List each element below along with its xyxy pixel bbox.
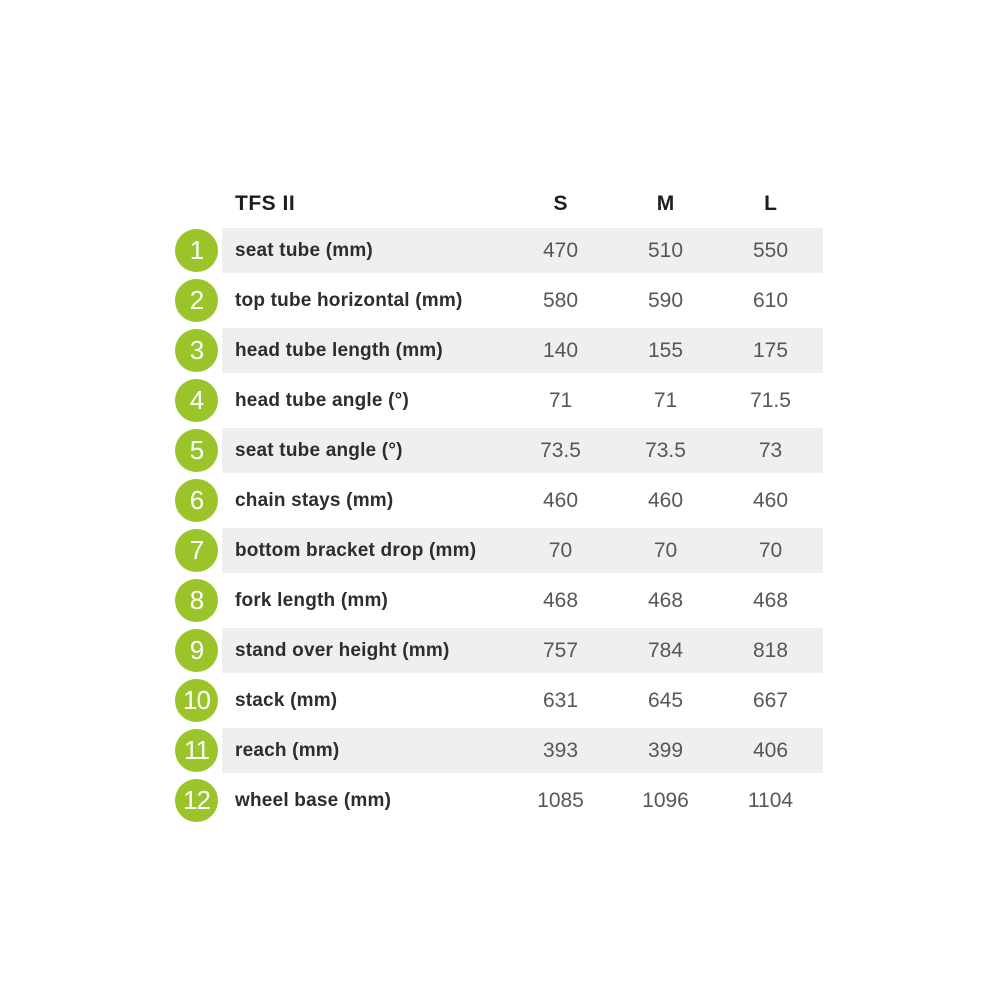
row-number-badge: 8 <box>175 579 218 622</box>
value-cell-m: 510 <box>647 238 684 262</box>
value-cell-s: 580 <box>542 288 579 312</box>
row-band: wheel base (mm) 1085 1096 1104 <box>222 778 823 823</box>
table-row: 8 fork length (mm) 468 468 468 <box>175 576 823 626</box>
value-cell-m: 460 <box>647 488 684 512</box>
table-row: 1 seat tube (mm) 470 510 550 <box>175 226 823 276</box>
row-number-badge: 12 <box>175 779 218 822</box>
value-cell-s: 1085 <box>537 788 584 812</box>
row-band: fork length (mm) 468 468 468 <box>222 578 823 623</box>
value-cell-s: 470 <box>542 238 579 262</box>
table-row: 5 seat tube angle (°) 73.5 73.5 73 <box>175 426 823 476</box>
row-label: stand over height (mm) <box>235 639 450 661</box>
value-cell-l: 70 <box>758 538 783 562</box>
value-cell-m: 399 <box>647 738 684 762</box>
row-label: head tube angle (°) <box>235 389 409 411</box>
table-row: 11 reach (mm) 393 399 406 <box>175 726 823 776</box>
value-cell-s: 73.5 <box>540 438 581 462</box>
row-label: bottom bracket drop (mm) <box>235 539 477 561</box>
table-row: 6 chain stays (mm) 460 460 460 <box>175 476 823 526</box>
row-number-badge: 6 <box>175 479 218 522</box>
value-cell-s: 468 <box>542 588 579 612</box>
value-cell-l: 73 <box>758 438 783 462</box>
value-cell-m: 784 <box>647 638 684 662</box>
value-cell-l: 550 <box>752 238 789 262</box>
value-cell-m: 590 <box>647 288 684 312</box>
table-row: 9 stand over height (mm) 757 784 818 <box>175 626 823 676</box>
column-header-s: S <box>553 192 568 215</box>
table-row: 12 wheel base (mm) 1085 1096 1104 <box>175 776 823 826</box>
row-number-badge: 5 <box>175 429 218 472</box>
table-header-row: TFS II S M L <box>175 182 823 226</box>
row-band: reach (mm) 393 399 406 <box>222 728 823 773</box>
value-cell-s: 71 <box>548 388 573 412</box>
row-label: seat tube angle (°) <box>235 439 403 461</box>
value-cell-s: 460 <box>542 488 579 512</box>
row-label: chain stays (mm) <box>235 489 394 511</box>
value-cell-l: 460 <box>752 488 789 512</box>
value-cell-l: 667 <box>752 688 789 712</box>
value-cell-m: 1096 <box>642 788 689 812</box>
geometry-table: TFS II S M L 1 seat tube (mm) 470 510 55… <box>175 182 823 826</box>
row-band: seat tube angle (°) 73.5 73.5 73 <box>222 428 823 473</box>
value-cell-l: 1104 <box>747 788 794 812</box>
row-band: top tube horizontal (mm) 580 590 610 <box>222 278 823 323</box>
table-row: 3 head tube length (mm) 140 155 175 <box>175 326 823 376</box>
value-cell-s: 393 <box>542 738 579 762</box>
row-number-badge: 3 <box>175 329 218 372</box>
value-cell-m: 468 <box>647 588 684 612</box>
value-cell-s: 631 <box>542 688 579 712</box>
table-row: 7 bottom bracket drop (mm) 70 70 70 <box>175 526 823 576</box>
table-row: 4 head tube angle (°) 71 71 71.5 <box>175 376 823 426</box>
value-cell-l: 71.5 <box>750 388 791 412</box>
value-cell-m: 73.5 <box>645 438 686 462</box>
row-number-badge: 4 <box>175 379 218 422</box>
table-title: TFS II <box>235 192 296 215</box>
row-band: seat tube (mm) 470 510 550 <box>222 228 823 273</box>
row-band: head tube angle (°) 71 71 71.5 <box>222 378 823 423</box>
row-band: stand over height (mm) 757 784 818 <box>222 628 823 673</box>
row-label: reach (mm) <box>235 739 340 761</box>
row-number-badge: 11 <box>175 729 218 772</box>
value-cell-s: 70 <box>548 538 573 562</box>
row-label: fork length (mm) <box>235 589 389 611</box>
row-label: stack (mm) <box>235 689 338 711</box>
table-row: 10 stack (mm) 631 645 667 <box>175 676 823 726</box>
value-cell-l: 175 <box>752 338 789 362</box>
table-row: 2 top tube horizontal (mm) 580 590 610 <box>175 276 823 326</box>
row-band: bottom bracket drop (mm) 70 70 70 <box>222 528 823 573</box>
value-cell-l: 818 <box>752 638 789 662</box>
value-cell-m: 645 <box>647 688 684 712</box>
column-header-l: L <box>764 192 777 215</box>
value-cell-m: 155 <box>647 338 684 362</box>
row-label: top tube horizontal (mm) <box>235 289 463 311</box>
row-label: wheel base (mm) <box>235 789 392 811</box>
row-number-badge: 10 <box>175 679 218 722</box>
value-cell-m: 70 <box>653 538 678 562</box>
value-cell-s: 757 <box>542 638 579 662</box>
row-band: chain stays (mm) 460 460 460 <box>222 478 823 523</box>
row-label: head tube length (mm) <box>235 339 443 361</box>
row-label: seat tube (mm) <box>235 239 373 261</box>
value-cell-l: 468 <box>752 588 789 612</box>
column-header-m: M <box>656 192 675 215</box>
row-number-badge: 2 <box>175 279 218 322</box>
row-band: head tube length (mm) 140 155 175 <box>222 328 823 373</box>
value-cell-m: 71 <box>653 388 678 412</box>
row-number-badge: 1 <box>175 229 218 272</box>
value-cell-l: 406 <box>752 738 789 762</box>
row-number-badge: 7 <box>175 529 218 572</box>
row-number-badge: 9 <box>175 629 218 672</box>
value-cell-l: 610 <box>752 288 789 312</box>
value-cell-s: 140 <box>542 338 579 362</box>
row-band: stack (mm) 631 645 667 <box>222 678 823 723</box>
